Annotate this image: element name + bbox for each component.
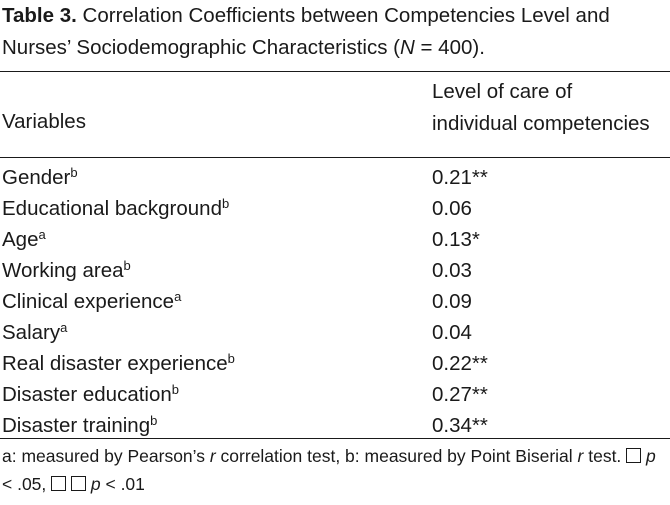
footnote-text-4: < .05, xyxy=(2,474,52,494)
row-coefficient-value: 0.09 xyxy=(432,290,472,313)
row-variable: Working areab xyxy=(2,255,131,286)
row-coefficient-value: 0.22 xyxy=(432,352,472,375)
row-variable-superscript: b xyxy=(150,412,158,428)
row-variable-superscript: b xyxy=(123,257,131,273)
table-row: Agea 0.13* xyxy=(0,224,670,255)
column-header-line1: Level of care of xyxy=(432,80,573,103)
row-variable: Agea xyxy=(2,224,46,255)
footnote-text-5: < .01 xyxy=(100,474,145,494)
row-variable-label: Clinical experience xyxy=(2,290,175,313)
row-coefficient-value: 0.13 xyxy=(432,228,472,251)
table-row: Real disaster experienceb 0.22** xyxy=(0,348,670,379)
table-row: Disaster trainingb 0.34** xyxy=(0,410,670,441)
bottom-rule xyxy=(0,438,670,440)
table-row: Educational backgroundb 0.06 xyxy=(0,193,670,224)
table-footnote: a: measured by Pearson’s r correlation t… xyxy=(2,442,668,498)
column-header-variables: Variables xyxy=(2,110,86,133)
row-coefficient: 0.13* xyxy=(432,224,480,255)
row-variable: Clinical experiencea xyxy=(2,286,181,317)
table-label: Table 3. xyxy=(2,4,77,27)
row-variable-label: Real disaster experience xyxy=(2,352,228,375)
footnote-text-2: correlation test, b: measured by Point B… xyxy=(215,446,578,466)
row-variable-superscript: a xyxy=(38,226,46,242)
row-coefficient-value: 0.03 xyxy=(432,259,472,282)
table-row: Disaster educationb 0.27** xyxy=(0,379,670,410)
table-row: Salarya 0.04 xyxy=(0,317,670,348)
row-variable-superscript: b xyxy=(171,381,180,397)
row-coefficient: 0.04 xyxy=(432,317,472,348)
row-coefficient-value: 0.06 xyxy=(432,197,472,220)
row-coefficient: 0.27** xyxy=(432,379,488,410)
row-significance-mark: ** xyxy=(471,352,488,375)
row-variable-label: Educational background xyxy=(2,197,222,220)
row-significance-mark: ** xyxy=(471,166,488,189)
row-variable: Disaster trainingb xyxy=(2,410,157,441)
footnote-text-1: a: measured by Pearson’s xyxy=(2,446,210,466)
row-coefficient: 0.03 xyxy=(432,255,472,286)
row-coefficient: 0.06 xyxy=(432,193,472,224)
row-significance-mark: ** xyxy=(471,414,488,437)
caption-n-symbol: N xyxy=(400,36,415,59)
row-coefficient: 0.34** xyxy=(432,410,488,441)
table-row: Working areab 0.03 xyxy=(0,255,670,286)
missing-glyph-box xyxy=(626,448,642,463)
row-variable: Salarya xyxy=(2,317,67,348)
caption-text-end: = 400). xyxy=(414,36,485,59)
row-variable: Disaster educationb xyxy=(2,379,179,410)
row-variable: Genderb xyxy=(2,162,78,193)
row-coefficient: 0.22** xyxy=(432,348,488,379)
row-variable-superscript: b xyxy=(70,164,78,180)
row-coefficient-value: 0.27 xyxy=(432,383,472,406)
table-row: Clinical experiencea 0.09 xyxy=(0,286,670,317)
row-variable: Educational backgroundb xyxy=(2,193,229,224)
footnote-r-symbol-2: r xyxy=(577,446,584,466)
footnote-text-3: test. xyxy=(583,446,627,466)
row-coefficient-value: 0.21 xyxy=(432,166,472,189)
missing-glyph-box xyxy=(51,476,67,491)
table-row: Genderb 0.21** xyxy=(0,162,670,193)
missing-glyph-box xyxy=(71,476,87,491)
row-significance-mark: ** xyxy=(471,383,488,406)
row-coefficient-value: 0.04 xyxy=(432,321,472,344)
row-significance-mark: * xyxy=(471,228,480,251)
footnote-p-symbol-2: p xyxy=(90,474,101,494)
table-caption: Table 3. Correlation Coefficients betwee… xyxy=(2,0,666,64)
row-variable-label: Age xyxy=(2,228,39,251)
row-variable-label: Disaster training xyxy=(2,414,151,437)
row-variable-label: Disaster education xyxy=(2,383,172,406)
row-variable-superscript: b xyxy=(227,350,235,366)
caption-text: Correlation Coefficients between Compete… xyxy=(2,4,610,59)
footnote-r-symbol-1: r xyxy=(209,446,216,466)
row-variable-label: Salary xyxy=(2,321,61,344)
row-variable: Real disaster experienceb xyxy=(2,348,235,379)
footnote-p-symbol-1: p xyxy=(646,446,656,466)
row-coefficient-value: 0.34 xyxy=(432,414,472,437)
row-variable-superscript: a xyxy=(60,319,68,335)
header-rule xyxy=(0,157,670,159)
row-variable-label: Gender xyxy=(2,166,71,189)
row-variable-superscript: b xyxy=(221,195,230,211)
column-header-line2: individual competencies xyxy=(432,112,650,135)
row-variable-superscript: a xyxy=(174,288,182,304)
column-header-competencies: Level of care of individual competencies xyxy=(432,76,650,140)
row-variable-label: Working area xyxy=(2,259,124,282)
row-coefficient: 0.21** xyxy=(432,162,488,193)
row-coefficient: 0.09 xyxy=(432,286,472,317)
top-rule xyxy=(0,71,670,73)
